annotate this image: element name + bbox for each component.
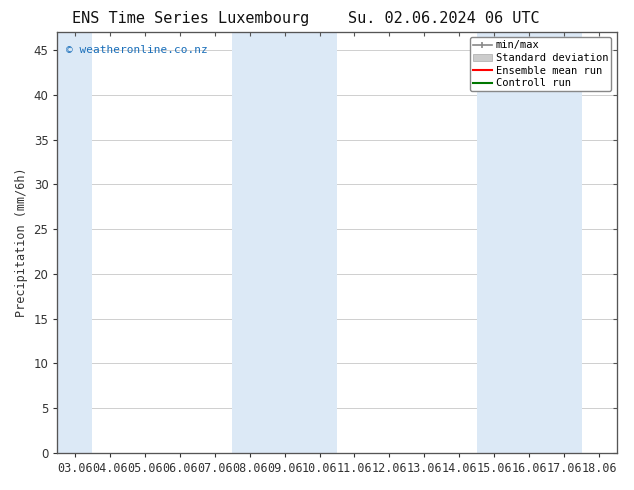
Text: ENS Time Series Luxembourg: ENS Time Series Luxembourg (72, 11, 309, 26)
Text: © weatheronline.co.nz: © weatheronline.co.nz (66, 45, 207, 55)
Legend: min/max, Standard deviation, Ensemble mean run, Controll run: min/max, Standard deviation, Ensemble me… (470, 37, 611, 92)
Bar (477, 32, 581, 453)
Bar (232, 32, 337, 453)
Y-axis label: Precipitation (mm/6h): Precipitation (mm/6h) (15, 168, 28, 318)
Bar (58, 32, 93, 453)
Text: Su. 02.06.2024 06 UTC: Su. 02.06.2024 06 UTC (348, 11, 540, 26)
